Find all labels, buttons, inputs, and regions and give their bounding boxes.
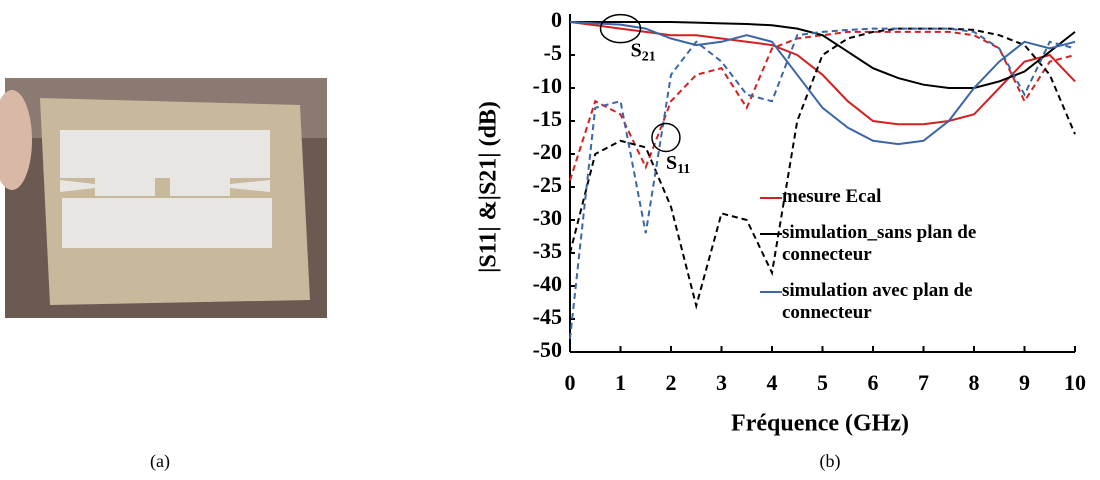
- x-tick-label: 10: [1064, 370, 1086, 395]
- y-tick-label: -50: [533, 337, 562, 362]
- x-tick-label: 9: [1019, 370, 1030, 395]
- x-tick-label: 3: [716, 370, 727, 395]
- legend-label: simulation avec plan de connecteur: [782, 280, 973, 323]
- x-axis-label: Fréquence (GHz): [731, 411, 909, 437]
- series-line: [570, 21, 1076, 89]
- legend: mesure Ecal simulation_sans plan de conne…: [760, 186, 1060, 338]
- y-tick-label: -20: [533, 139, 562, 164]
- annotation: S11: [666, 151, 690, 177]
- legend-entry: simulation_sans plan de connecteur: [760, 222, 1060, 266]
- annotation-base: S: [631, 39, 642, 61]
- x-tick-label: 8: [969, 370, 980, 395]
- y-tick-label: -5: [544, 40, 562, 65]
- y-tick-label: 0: [551, 7, 562, 32]
- annotation-sub: 11: [677, 162, 690, 177]
- x-tick-label: 2: [666, 370, 677, 395]
- series-line: [569, 27, 1076, 310]
- caption: (b): [820, 451, 841, 472]
- legend-swatch: [760, 233, 782, 235]
- x-tick-label: 0: [565, 370, 576, 395]
- y-axis-label: |S11| &|S21| (dB): [476, 101, 502, 273]
- legend-swatch: [760, 197, 782, 199]
- x-tick-label: 4: [767, 370, 778, 395]
- legend-entry: mesure Ecal: [760, 186, 1060, 208]
- annotation: S21: [631, 39, 656, 65]
- y-tick-label: -35: [533, 238, 562, 263]
- series-line: [569, 27, 1076, 339]
- legend-entry: simulation avec plan de connecteur: [760, 280, 1060, 324]
- legend-swatch: [760, 291, 782, 293]
- legend-label: simulation_sans plan de connecteur: [782, 222, 977, 265]
- y-tick-label: -30: [533, 205, 562, 230]
- y-tick-label: -45: [533, 304, 562, 329]
- legend-label: mesure Ecal: [782, 186, 882, 207]
- x-tick-label: 7: [918, 370, 929, 395]
- photo: [0, 78, 327, 318]
- y-tick-label: -25: [533, 172, 562, 197]
- annotation-sub: 21: [642, 50, 656, 65]
- y-tick-label: -15: [533, 106, 562, 131]
- series-line: [569, 21, 1076, 146]
- annotation-base: S: [666, 151, 677, 173]
- x-tick-label: 5: [817, 370, 828, 395]
- x-tick-label: 6: [868, 370, 879, 395]
- annotation-circle: [651, 122, 681, 153]
- y-tick-label: -40: [533, 271, 562, 296]
- caption: (a): [150, 451, 170, 472]
- annotation-circle: [599, 13, 642, 44]
- y-tick-label: -10: [533, 73, 562, 98]
- x-tick-label: 1: [615, 370, 626, 395]
- series-line: [569, 21, 1076, 126]
